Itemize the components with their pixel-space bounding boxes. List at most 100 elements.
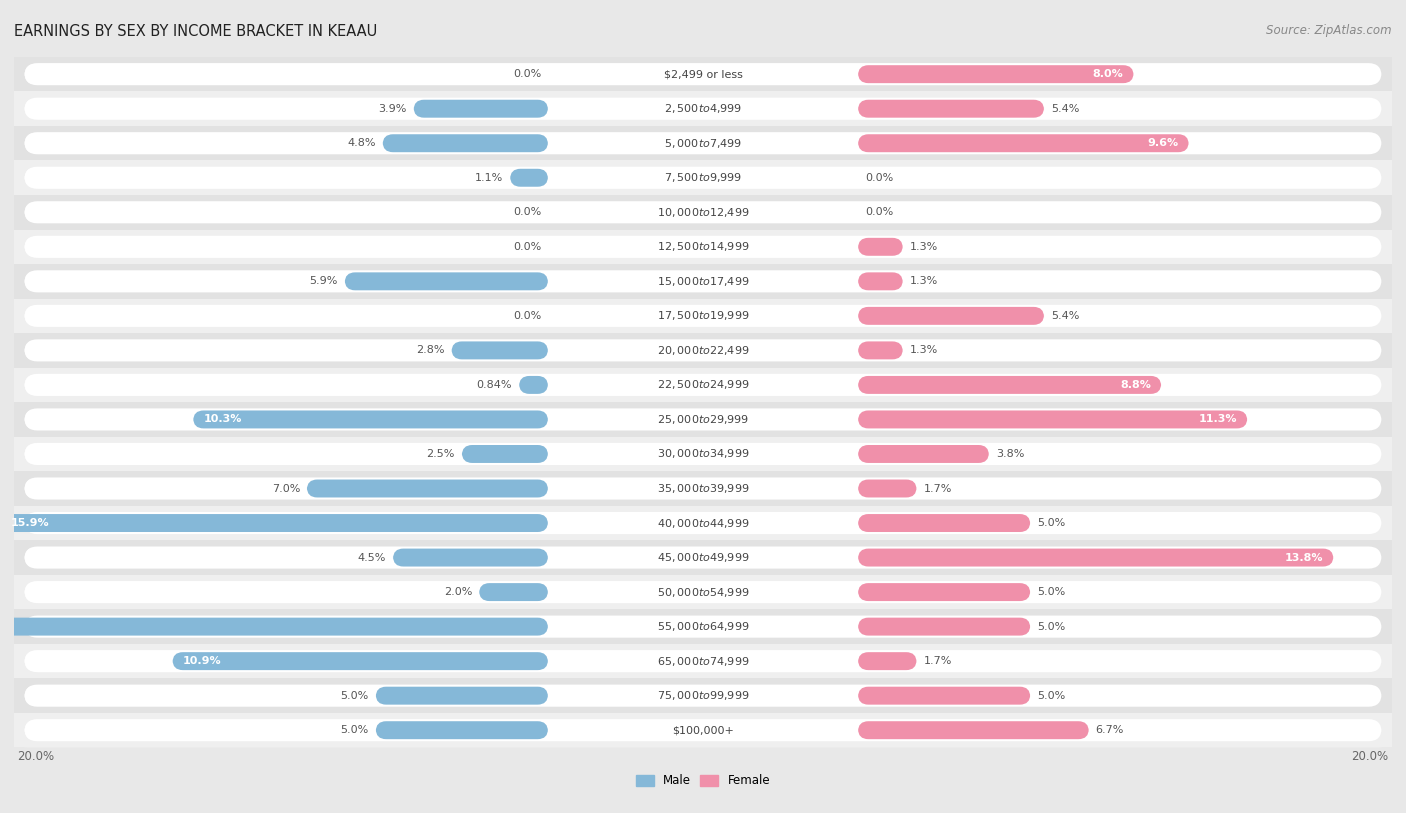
Text: 15.9%: 15.9% <box>11 518 49 528</box>
Text: 0.0%: 0.0% <box>865 172 893 183</box>
FancyBboxPatch shape <box>858 652 917 670</box>
Text: $45,000 to $49,999: $45,000 to $49,999 <box>657 551 749 564</box>
Text: Source: ZipAtlas.com: Source: ZipAtlas.com <box>1267 24 1392 37</box>
Text: 0.0%: 0.0% <box>513 311 541 321</box>
Text: 4.5%: 4.5% <box>357 553 387 563</box>
FancyBboxPatch shape <box>858 583 1031 601</box>
Text: 2.5%: 2.5% <box>426 449 456 459</box>
FancyBboxPatch shape <box>24 63 1382 85</box>
Text: 5.4%: 5.4% <box>1050 104 1080 114</box>
FancyBboxPatch shape <box>24 615 1382 637</box>
FancyBboxPatch shape <box>14 229 1392 264</box>
FancyBboxPatch shape <box>858 514 1031 532</box>
FancyBboxPatch shape <box>479 583 548 601</box>
Text: 7.0%: 7.0% <box>271 484 299 493</box>
FancyBboxPatch shape <box>24 616 1071 637</box>
FancyBboxPatch shape <box>173 652 548 670</box>
Text: $5,000 to $7,499: $5,000 to $7,499 <box>664 137 742 150</box>
FancyBboxPatch shape <box>24 305 1382 327</box>
FancyBboxPatch shape <box>392 549 548 567</box>
FancyBboxPatch shape <box>24 98 1382 120</box>
FancyBboxPatch shape <box>858 411 1247 428</box>
FancyBboxPatch shape <box>24 98 1071 119</box>
FancyBboxPatch shape <box>24 409 1071 430</box>
Text: $30,000 to $34,999: $30,000 to $34,999 <box>657 447 749 460</box>
FancyBboxPatch shape <box>14 644 1392 678</box>
Text: 3.8%: 3.8% <box>995 449 1024 459</box>
Text: $2,499 or less: $2,499 or less <box>664 69 742 79</box>
FancyBboxPatch shape <box>14 506 1392 541</box>
FancyBboxPatch shape <box>14 472 1392 506</box>
FancyBboxPatch shape <box>14 402 1392 437</box>
Bar <box>14 57 1392 91</box>
FancyBboxPatch shape <box>858 376 1161 393</box>
Text: $40,000 to $44,999: $40,000 to $44,999 <box>657 516 749 529</box>
Bar <box>14 402 1392 437</box>
Text: 0.0%: 0.0% <box>513 207 541 217</box>
Text: 3.9%: 3.9% <box>378 104 406 114</box>
FancyBboxPatch shape <box>858 549 1333 567</box>
FancyBboxPatch shape <box>14 437 1392 472</box>
FancyBboxPatch shape <box>24 685 1071 706</box>
FancyBboxPatch shape <box>858 341 903 359</box>
Bar <box>14 160 1392 195</box>
Text: 11.3%: 11.3% <box>1198 415 1237 424</box>
Text: 6.7%: 6.7% <box>1095 725 1123 735</box>
FancyBboxPatch shape <box>24 650 1071 672</box>
Text: $7,500 to $9,999: $7,500 to $9,999 <box>664 172 742 185</box>
FancyBboxPatch shape <box>510 169 548 187</box>
FancyBboxPatch shape <box>14 678 1392 713</box>
Text: 5.0%: 5.0% <box>1038 518 1066 528</box>
FancyBboxPatch shape <box>858 307 1045 325</box>
FancyBboxPatch shape <box>24 581 1382 603</box>
Text: EARNINGS BY SEX BY INCOME BRACKET IN KEAAU: EARNINGS BY SEX BY INCOME BRACKET IN KEA… <box>14 24 377 39</box>
Text: $100,000+: $100,000+ <box>672 725 734 735</box>
Bar <box>14 575 1392 610</box>
FancyBboxPatch shape <box>14 575 1392 610</box>
FancyBboxPatch shape <box>24 512 1382 534</box>
FancyBboxPatch shape <box>14 57 1392 91</box>
Bar <box>14 126 1392 160</box>
FancyBboxPatch shape <box>24 444 1071 464</box>
FancyBboxPatch shape <box>24 374 1382 396</box>
FancyBboxPatch shape <box>24 443 1382 465</box>
FancyBboxPatch shape <box>14 264 1392 298</box>
Text: 9.6%: 9.6% <box>1147 138 1178 148</box>
Text: 5.4%: 5.4% <box>1050 311 1080 321</box>
FancyBboxPatch shape <box>382 134 548 152</box>
FancyBboxPatch shape <box>193 411 548 428</box>
Text: 1.7%: 1.7% <box>924 656 952 666</box>
Text: $17,500 to $19,999: $17,500 to $19,999 <box>657 310 749 323</box>
Text: 20.0%: 20.0% <box>1351 750 1389 763</box>
Text: 5.0%: 5.0% <box>340 691 368 701</box>
FancyBboxPatch shape <box>24 375 1071 395</box>
Text: 13.8%: 13.8% <box>1285 553 1323 563</box>
Text: $55,000 to $64,999: $55,000 to $64,999 <box>657 620 749 633</box>
FancyBboxPatch shape <box>14 91 1392 126</box>
Bar <box>14 472 1392 506</box>
FancyBboxPatch shape <box>24 546 1382 568</box>
Bar <box>14 541 1392 575</box>
FancyBboxPatch shape <box>24 478 1071 499</box>
FancyBboxPatch shape <box>24 202 1071 223</box>
FancyBboxPatch shape <box>24 408 1382 431</box>
Text: $50,000 to $54,999: $50,000 to $54,999 <box>657 585 749 598</box>
FancyBboxPatch shape <box>24 133 1382 154</box>
FancyBboxPatch shape <box>24 685 1382 706</box>
FancyBboxPatch shape <box>24 547 1071 568</box>
Text: $10,000 to $12,499: $10,000 to $12,499 <box>657 206 749 219</box>
Bar <box>14 713 1392 747</box>
FancyBboxPatch shape <box>24 582 1071 602</box>
Text: $75,000 to $99,999: $75,000 to $99,999 <box>657 689 749 702</box>
FancyBboxPatch shape <box>24 650 1382 672</box>
FancyBboxPatch shape <box>24 477 1382 499</box>
FancyBboxPatch shape <box>24 236 1382 258</box>
FancyBboxPatch shape <box>858 272 903 290</box>
Text: 5.0%: 5.0% <box>1038 587 1066 597</box>
Bar <box>14 264 1392 298</box>
Text: 1.1%: 1.1% <box>475 172 503 183</box>
Bar <box>14 333 1392 367</box>
Bar <box>14 644 1392 678</box>
FancyBboxPatch shape <box>307 480 548 498</box>
Text: $15,000 to $17,499: $15,000 to $17,499 <box>657 275 749 288</box>
